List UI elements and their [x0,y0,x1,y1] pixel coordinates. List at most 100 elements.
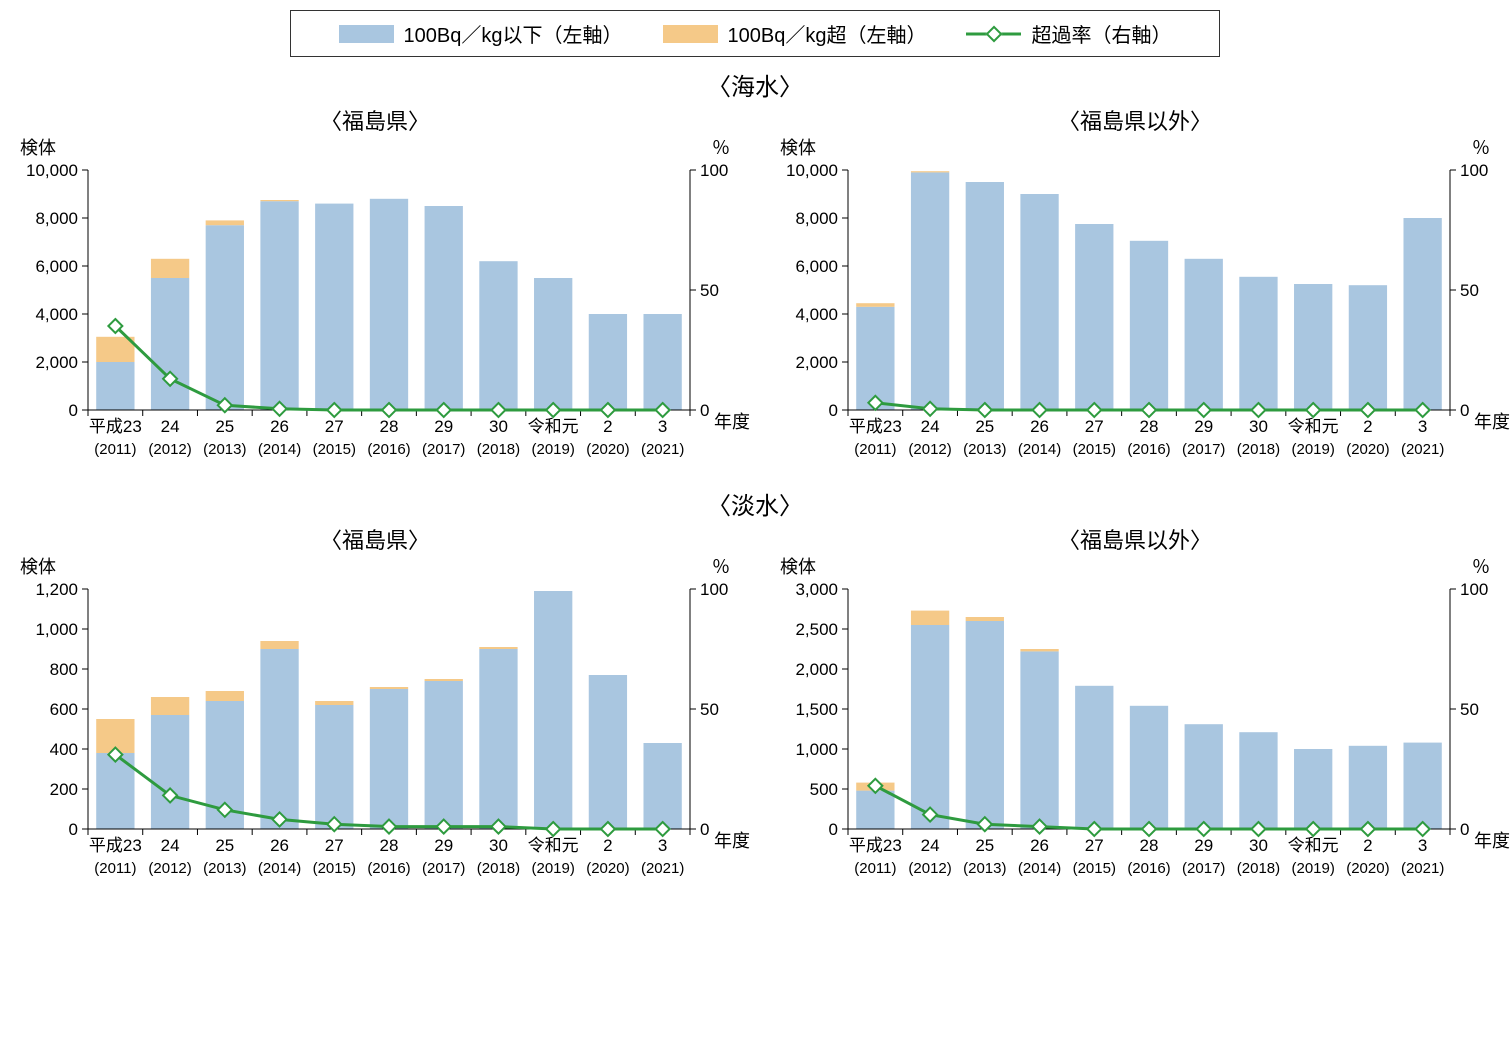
bar-below [260,201,298,410]
y-left-tick-label: 10,000 [26,161,78,180]
x-tick-label-top: 2 [1363,417,1372,436]
bar-below [479,649,517,829]
bar-above [315,701,353,705]
y-left-tick-label: 600 [50,700,78,719]
bar-below [96,362,134,410]
bar-below [1020,651,1058,829]
bar-below [589,314,627,410]
bar-below [534,591,572,829]
x-tick-label-bottom: (2013) [203,441,246,458]
bar-below [589,675,627,829]
y-right-tick-label: 100 [700,161,728,180]
y-left-tick-label: 3,000 [795,580,838,599]
bar-below [1075,224,1113,410]
x-tick-label-top: 24 [161,836,180,855]
y-right-tick-label: 50 [1460,281,1479,300]
y-left-tick-label: 4,000 [35,305,78,324]
y-left-tick-label: 800 [50,660,78,679]
y-left-tick-label: 0 [829,401,838,420]
y-left-tick-label: 0 [69,401,78,420]
x-tick-label-top: 27 [325,417,344,436]
bar-below [425,206,463,410]
x-tick-label-bottom: (2013) [203,860,246,877]
x-tick-label-bottom: (2016) [367,441,410,458]
x-tick-label-top: 3 [1418,836,1427,855]
x-tick-label-top: 3 [1418,417,1427,436]
x-tick-label-bottom: (2014) [1018,860,1061,877]
x-tick-label-top: 25 [215,417,234,436]
y-left-tick-label: 0 [829,820,838,839]
bar-above [911,171,949,172]
y-right-tick-label: 50 [1460,700,1479,719]
x-tick-label-top: 平成23 [849,836,902,855]
bar-below [260,649,298,829]
x-tick-label-top: 29 [434,836,453,855]
x-tick-label-top: 24 [161,417,180,436]
legend-item-below: 100Bq／kg以下（左軸） [339,19,623,48]
chart-panel: 〈福島県〉検体％年度02004006008001,0001,200050100平… [10,523,740,899]
chart-wrap: 検体％年度02004006008001,0001,200050100平成23(2… [10,559,740,899]
x-tick-label-bottom: (2011) [94,860,136,877]
panel-row: 〈福島県〉検体％年度02,0004,0006,0008,00010,000050… [10,104,1500,480]
x-tick-label-top: 27 [1085,836,1104,855]
y-left-tick-label: 8,000 [795,209,838,228]
chart-panel: 〈福島県〉検体％年度02,0004,0006,0008,00010,000050… [10,104,740,480]
y-axis-right-label: ％ [1472,553,1490,579]
y-left-tick-label: 0 [69,820,78,839]
chart-wrap: 検体％年度02,0004,0006,0008,00010,000050100平成… [770,140,1500,480]
chart-svg: 02,0004,0006,0008,00010,000050100平成23(20… [10,140,740,480]
x-tick-label-bottom: (2012) [148,860,191,877]
x-tick-label-bottom: (2020) [586,441,629,458]
bar-above [911,611,949,625]
x-tick-label-bottom: (2011) [94,441,136,458]
bar-below [206,225,244,410]
panel-title: 〈福島県以外〉 [770,523,1500,555]
x-tick-label-bottom: (2019) [1292,860,1335,877]
bar-below [1403,743,1441,829]
chart-panel: 〈福島県以外〉検体％年度02,0004,0006,0008,00010,0000… [770,104,1500,480]
y-left-tick-label: 400 [50,740,78,759]
x-tick-label-top: 29 [434,417,453,436]
x-tick-label-bottom: (2021) [641,441,684,458]
x-tick-label-top: 平成23 [89,417,142,436]
x-tick-label-top: 平成23 [849,417,902,436]
bar-below [479,261,517,410]
bar-below [425,681,463,829]
x-axis-label: 年度 [1474,827,1510,853]
bar-above [1020,649,1058,651]
x-tick-label-bottom: (2019) [1292,441,1335,458]
y-left-tick-label: 4,000 [795,305,838,324]
bar-above [206,691,244,701]
y-left-tick-label: 8,000 [35,209,78,228]
x-tick-label-bottom: (2017) [422,860,465,877]
y-left-tick-label: 1,500 [795,700,838,719]
x-tick-label-top: 26 [270,417,289,436]
x-tick-label-bottom: (2021) [641,860,684,877]
x-tick-label-bottom: (2016) [1127,860,1170,877]
x-tick-label-bottom: (2014) [1018,441,1061,458]
chart-svg: 02,0004,0006,0008,00010,000050100平成23(20… [770,140,1500,480]
x-tick-label-top: 28 [1140,836,1159,855]
x-tick-label-top: 29 [1194,836,1213,855]
bar-below [1294,284,1332,410]
bar-above [966,617,1004,621]
bar-below [1185,724,1223,829]
swatch-rate [966,25,1021,43]
y-left-tick-label: 6,000 [35,257,78,276]
x-tick-label-top: 26 [270,836,289,855]
x-tick-label-top: 2 [603,836,612,855]
y-left-tick-label: 1,000 [35,620,78,639]
y-left-tick-label: 2,000 [795,353,838,372]
x-tick-label-top: 3 [658,836,667,855]
y-left-tick-label: 1,200 [35,580,78,599]
bar-above [425,679,463,681]
legend-label-rate: 超過率（右軸） [1031,19,1171,48]
x-tick-label-bottom: (2016) [1127,441,1170,458]
x-tick-label-top: 令和元 [528,417,579,436]
bar-below [643,314,681,410]
x-tick-label-top: 令和元 [1288,836,1339,855]
x-tick-label-top: 27 [1085,417,1104,436]
x-tick-label-bottom: (2018) [477,860,520,877]
bar-below [966,182,1004,410]
y-left-tick-label: 2,000 [795,660,838,679]
